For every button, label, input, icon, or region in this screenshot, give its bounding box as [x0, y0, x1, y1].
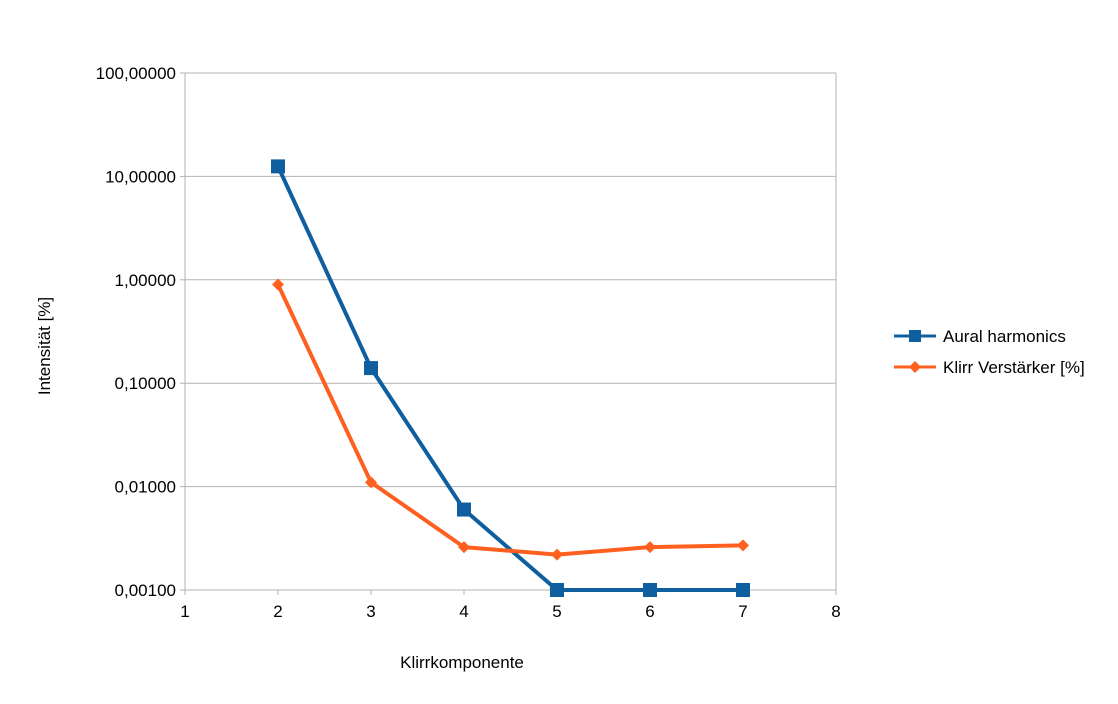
grid-layer — [185, 72, 836, 591]
x-tick-label: 1 — [180, 602, 189, 621]
data-point-klirr-verst-rker — [272, 278, 284, 291]
legend-item-aural-harmonics: Aural harmonics — [894, 327, 1066, 346]
data-point-aural-harmonics — [550, 583, 564, 597]
x-tick-label: 3 — [366, 602, 375, 621]
data-point-aural-harmonics — [643, 583, 657, 597]
y-tick-label: 10,00000 — [105, 167, 176, 186]
legend-label-klirr-verstarker: Klirr Verstärker [%] — [943, 358, 1085, 377]
y-tick-label: 1,00000 — [115, 271, 176, 290]
data-point-klirr-verst-rker — [365, 476, 377, 489]
x-tick-label: 4 — [459, 602, 468, 621]
legend-marker-square — [909, 330, 921, 342]
x-tick-label: 2 — [273, 602, 282, 621]
series-layer — [271, 159, 750, 597]
axis-layer: 100,00000 10,00000 1,00000 0,10000 0,01000 0,… — [96, 64, 841, 621]
x-tick-label: 8 — [831, 602, 840, 621]
legend-label-aural-harmonics: Aural harmonics — [943, 327, 1066, 346]
legend: Aural harmonics Klirr Verstärker [%] — [894, 327, 1085, 377]
series-line-aural-harmonics — [276, 164, 745, 592]
legend-item-klirr-verstarker: Klirr Verstärker [%] — [894, 358, 1085, 377]
x-tick-label: 5 — [552, 602, 561, 621]
data-point-klirr-verst-rker — [458, 541, 470, 554]
series-line-klirr-verst-rker — [276, 282, 745, 557]
y-tick-label: 100,00000 — [96, 64, 176, 83]
y-tick-label: 0,00100 — [115, 581, 176, 600]
y-tick-label: 0,10000 — [115, 374, 176, 393]
x-tick-label: 6 — [645, 602, 654, 621]
data-point-aural-harmonics — [457, 502, 471, 517]
data-point-klirr-verst-rker — [737, 539, 749, 552]
data-point-klirr-verst-rker — [644, 541, 656, 554]
y-tick-label: 0,01000 — [115, 478, 176, 497]
x-axis-title: Klirrkomponente — [400, 653, 524, 672]
x-tick-label: 7 — [738, 602, 747, 621]
data-point-aural-harmonics — [364, 361, 378, 376]
y-axis-title: Intensität [%] — [35, 297, 54, 395]
data-point-klirr-verst-rker — [551, 548, 563, 561]
data-point-aural-harmonics — [736, 583, 750, 597]
data-point-aural-harmonics — [271, 159, 285, 174]
legend-marker-diamond — [909, 361, 921, 373]
